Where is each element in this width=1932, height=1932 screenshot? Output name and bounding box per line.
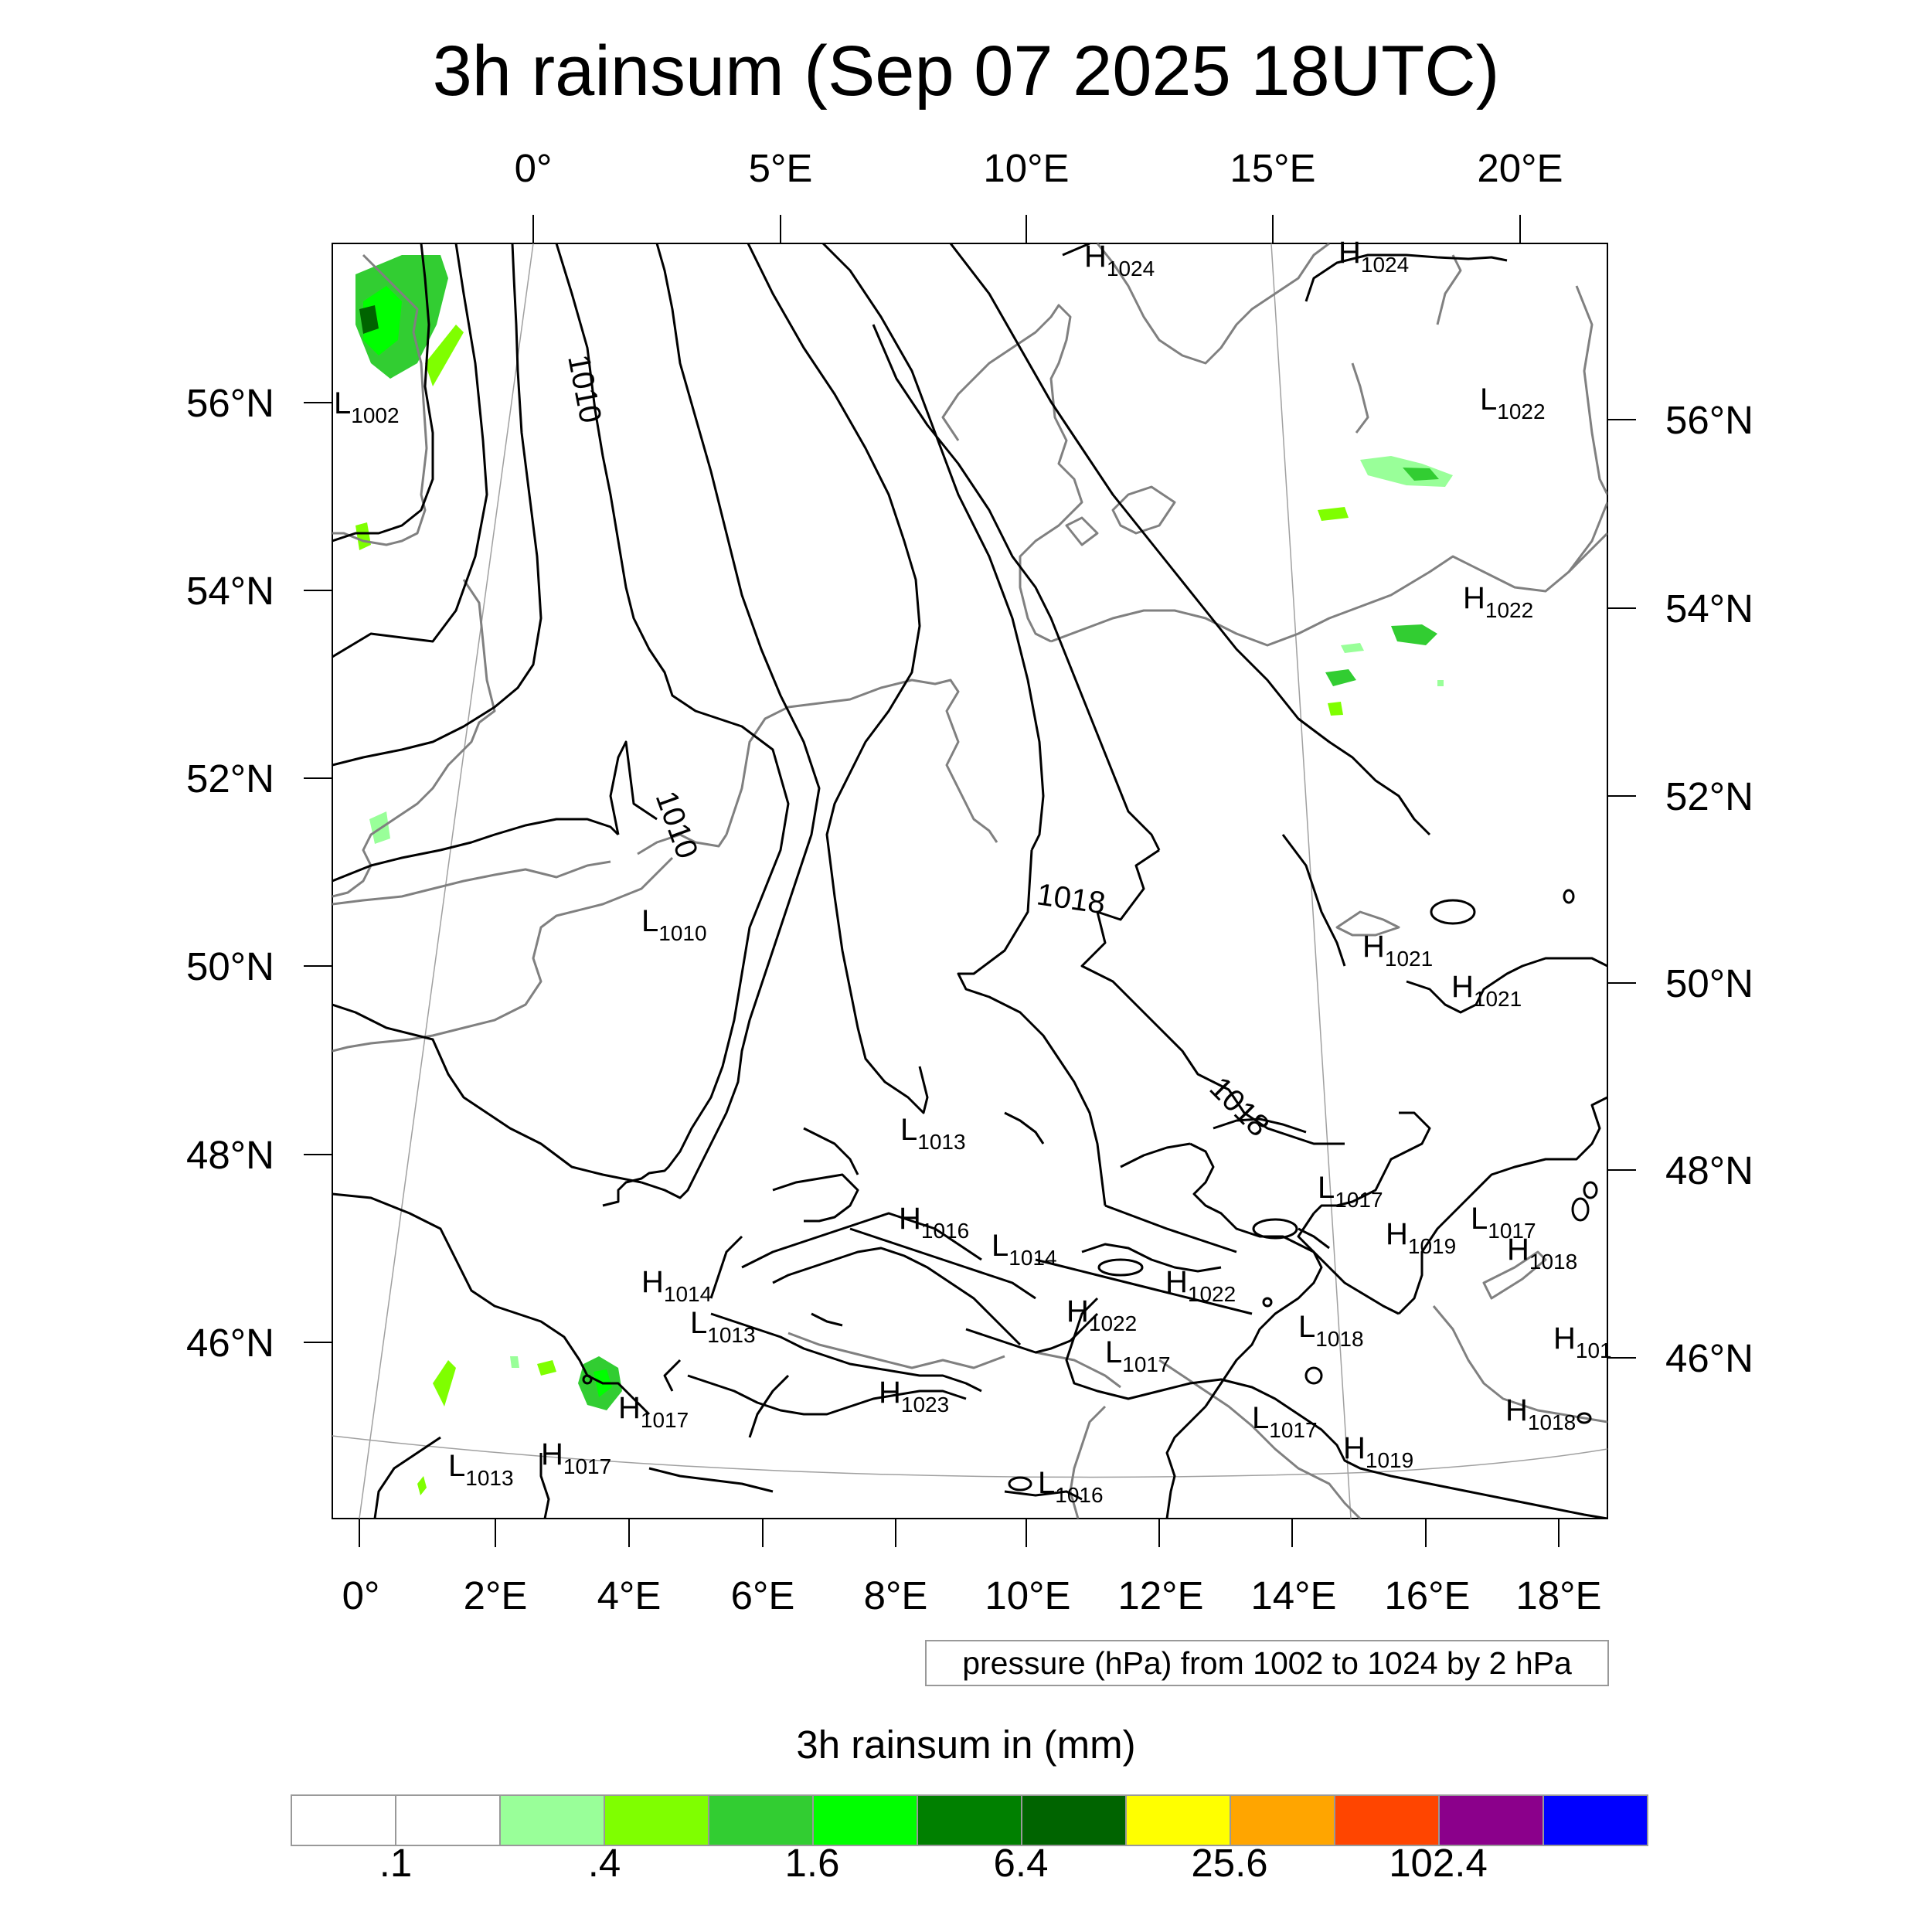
pressure-center-low: L1017	[1318, 1171, 1383, 1212]
right-lat-label: 52°N	[1665, 774, 1753, 818]
colorbar-swatch	[604, 1794, 709, 1846]
colorbar-swatch	[812, 1794, 918, 1846]
pressure-center-high: H1024	[1084, 240, 1155, 281]
colorbar-title: 3h rainsum in (mm)	[796, 1723, 1136, 1767]
pressure-center-low: L1013	[900, 1113, 966, 1154]
bottom-lon-label: 16°E	[1384, 1573, 1470, 1617]
right-lat-label: 54°N	[1665, 587, 1753, 631]
pressure-center-low: L1010	[641, 904, 707, 945]
rain-patch-uk-streak	[425, 325, 464, 386]
colorbar-swatch	[499, 1794, 605, 1846]
pressure-center-high: H1021	[1451, 970, 1522, 1011]
left-lat-label: 50°N	[186, 944, 274, 988]
colorbar-swatch	[291, 1794, 396, 1846]
pressure-center-high: H1024	[1338, 236, 1409, 277]
colorbar-swatch	[1230, 1794, 1335, 1846]
bottom-lon-label: 4°E	[597, 1573, 662, 1617]
pressure-center-high: H1022	[1066, 1294, 1137, 1335]
left-lat-label: 46°N	[186, 1321, 274, 1365]
colorbar-label: .4	[588, 1841, 621, 1885]
pressure-center-high: H1019	[1343, 1431, 1413, 1472]
pressure-center-high: H1017	[618, 1391, 689, 1432]
colorbar-label: 1.6	[785, 1841, 840, 1885]
bottom-lon-label: 8°E	[864, 1573, 928, 1617]
right-lat-label: 56°N	[1665, 398, 1753, 442]
pressure-center-high: H1022	[1165, 1265, 1236, 1306]
left-lat-label: 52°N	[186, 757, 274, 801]
pressure-centers: L1002 H1024 H1024 L1022 H1022 L1010 H1021 H1021…	[334, 236, 1612, 1507]
pressure-center-low: L1022	[1480, 383, 1546, 423]
map-title: 3h rainsum (Sep 07 2025 18UTC)	[432, 32, 1500, 111]
top-lon-label: 5°E	[749, 146, 813, 190]
right-lat-label: 46°N	[1665, 1336, 1753, 1380]
rain-patch-uk-north-core	[363, 286, 402, 355]
top-lon-label: 15°E	[1230, 146, 1315, 190]
map-frame	[332, 243, 1608, 1519]
pressure-center-high: H1021	[1362, 930, 1433, 971]
bottom-lon-label: 12°E	[1117, 1573, 1203, 1617]
left-lat-label: 48°N	[186, 1133, 274, 1177]
top-lon-label: 20°E	[1477, 146, 1563, 190]
rain-patch-poland	[1391, 624, 1437, 645]
bottom-lon-label: 10°E	[985, 1573, 1070, 1617]
colorbar-label: .1	[379, 1841, 413, 1885]
coastlines	[332, 243, 1607, 1519]
bottom-lon-label: 0°	[342, 1573, 380, 1617]
pressure-center-low: L1016	[1038, 1466, 1104, 1507]
bottom-lon-label: 2°E	[464, 1573, 528, 1617]
left-lat-label: 54°N	[186, 569, 274, 613]
pressure-center-high: H1017	[541, 1437, 611, 1478]
bottom-lon-label: 18°E	[1515, 1573, 1601, 1617]
colorbar-swatch	[395, 1794, 501, 1846]
bottom-lon-label: 6°E	[731, 1573, 795, 1617]
closed-isobars	[582, 889, 1598, 1492]
isobars	[332, 243, 1607, 1519]
colorbar-swatch	[917, 1794, 1022, 1846]
pressure-center-high: H1016	[899, 1202, 969, 1243]
colorbar-swatch	[1543, 1794, 1648, 1846]
pressure-center-low: L1014	[992, 1229, 1057, 1270]
colorbar-swatch	[1334, 1794, 1440, 1846]
bottom-lon-label: 14°E	[1250, 1573, 1336, 1617]
pressure-center-low: L1017	[1252, 1401, 1318, 1442]
colorbar-label: 25.6	[1191, 1841, 1267, 1885]
axis-labels: 0° 5°E 10°E 15°E 20°E 0° 2°E 4°E 6°E 8°E…	[186, 146, 1753, 1617]
axis-ticks	[304, 215, 1636, 1547]
top-lon-label: 10°E	[983, 146, 1069, 190]
pressure-center-low: L1017	[1471, 1202, 1536, 1243]
colorbar-swatch	[1021, 1794, 1127, 1846]
colorbar-swatch	[708, 1794, 814, 1846]
colorbar-label: 6.4	[994, 1841, 1049, 1885]
pressure-center-high: H1018	[1507, 1233, 1577, 1274]
pressure-info-box: pressure (hPa) from 1002 to 1024 by 2 hP…	[925, 1640, 1609, 1686]
rain-patch-uk-north-peak	[359, 305, 379, 334]
right-lat-label: 48°N	[1665, 1148, 1753, 1192]
pressure-center-high: H101	[1553, 1321, 1612, 1362]
pressure-center-low: L1013	[690, 1306, 756, 1347]
left-lat-label: 56°N	[186, 381, 274, 425]
pressure-center-low: L1018	[1298, 1310, 1364, 1351]
colorbar	[291, 1794, 1648, 1846]
colorbar-label: 102.4	[1389, 1841, 1488, 1885]
colorbar-labels: .1 .4 1.6 6.4 25.6 102.4	[379, 1841, 1488, 1885]
right-lat-label: 50°N	[1665, 961, 1753, 1005]
pressure-center-low: L1013	[448, 1449, 514, 1490]
pressure-center-high: H1018	[1505, 1393, 1576, 1434]
pressure-center-low: L1017	[1105, 1335, 1171, 1376]
colorbar-swatch	[1438, 1794, 1544, 1846]
top-lon-label: 0°	[515, 146, 553, 190]
pressure-center-high: H1022	[1463, 581, 1533, 622]
pressure-center-low: L1002	[334, 386, 400, 427]
pressure-center-high: H1023	[879, 1376, 949, 1417]
pressure-center-high: H1014	[641, 1265, 712, 1306]
colorbar-swatch	[1125, 1794, 1231, 1846]
pressure-center-high: H1019	[1386, 1217, 1456, 1258]
